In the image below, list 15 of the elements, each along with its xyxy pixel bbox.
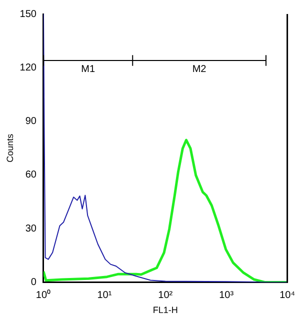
x-tick-label: 10² [158, 290, 174, 301]
y-tick-label: 120 [20, 62, 37, 74]
y-tick-label: 0 [30, 276, 37, 288]
annotation: M1 [81, 64, 96, 76]
y-tick-label: 90 [25, 116, 37, 128]
y-tick-label: 30 [25, 223, 37, 234]
x-axis-title: FL1-H [152, 305, 178, 316]
x-tick-label: 10³ [219, 290, 234, 301]
x-tick-label: 10⁰ [36, 288, 52, 301]
x-tick-label: 10⁴ [280, 290, 295, 301]
y-axis-title: Counts [4, 133, 15, 162]
y-tick-label: 60 [25, 170, 37, 181]
annotation: M2 [192, 64, 207, 76]
x-tick-label: 10¹ [97, 290, 112, 301]
y-tick-label: 150 [20, 8, 37, 20]
